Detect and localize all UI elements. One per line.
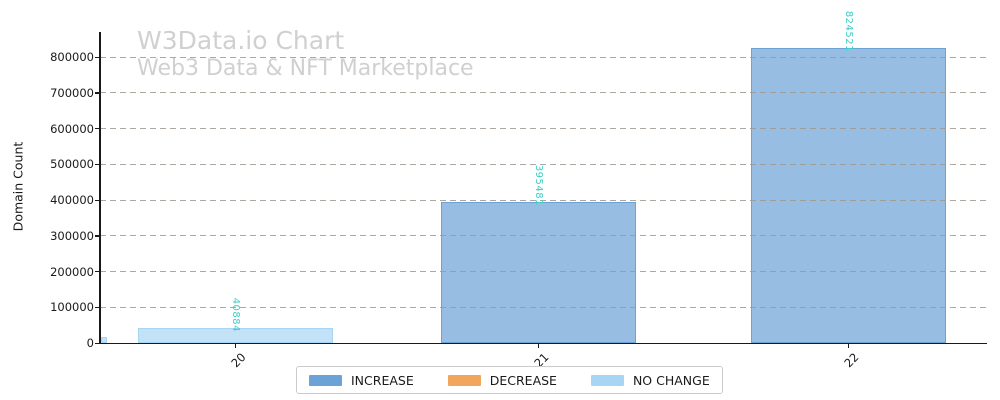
y-gridline [100, 235, 986, 237]
y-gridline [100, 56, 986, 58]
y-tick-label: 400000 [50, 193, 94, 207]
y-gridline [100, 163, 986, 165]
x-axis-spine [96, 342, 987, 345]
y-tick-mark [95, 163, 99, 166]
y-gridline [100, 92, 986, 94]
legend-swatch [309, 374, 342, 386]
y-tick-label: 500000 [50, 157, 94, 172]
x-tick-label: 20 [228, 350, 249, 371]
y-tick-mark [95, 128, 99, 130]
y-gridline [100, 306, 986, 308]
y-tick-mark [95, 56, 99, 58]
y-tick-mark [95, 235, 99, 237]
legend-label: NO CHANGE [632, 372, 710, 388]
y-tick-mark [95, 306, 99, 309]
y-tick-label: 100000 [50, 300, 94, 315]
watermark-title: W3Data.io Chart [137, 26, 345, 55]
watermark-subtitle: Web3 Data & NFT Marketplace [137, 56, 474, 81]
y-tick-label: 300000 [50, 228, 94, 243]
bar [440, 201, 636, 343]
x-tick-mark [537, 344, 539, 348]
y-tick-label: 0 [86, 336, 94, 350]
legend-item: INCREASE [309, 373, 414, 388]
legend-swatch [590, 374, 624, 386]
legend-swatch [447, 374, 481, 386]
legend-label: DECREASE [489, 372, 557, 388]
bar [137, 328, 333, 343]
y-axis-spine [99, 32, 101, 344]
legend-item: DECREASE [447, 372, 557, 388]
x-tick-mark [234, 344, 236, 348]
legend-item: NO CHANGE [590, 372, 710, 388]
bar [750, 48, 946, 343]
y-tick-mark [95, 271, 99, 273]
y-tick-label: 700000 [50, 85, 94, 100]
y-gridline [100, 271, 986, 273]
legend: INCREASE DECREASE NO CHANGE [296, 366, 723, 394]
y-tick-mark [95, 199, 99, 201]
y-gridline [100, 199, 986, 201]
y-tick-label: 200000 [50, 264, 94, 279]
y-tick-label: 800000 [50, 50, 94, 64]
y-tick-mark [95, 92, 99, 94]
legend-label: INCREASE [351, 372, 414, 388]
x-tick-mark [847, 344, 849, 348]
y-gridline [100, 128, 986, 130]
y-tick-label: 600000 [50, 121, 94, 136]
x-tick-label: 22 [841, 350, 862, 371]
y-tick-mark [95, 342, 99, 344]
